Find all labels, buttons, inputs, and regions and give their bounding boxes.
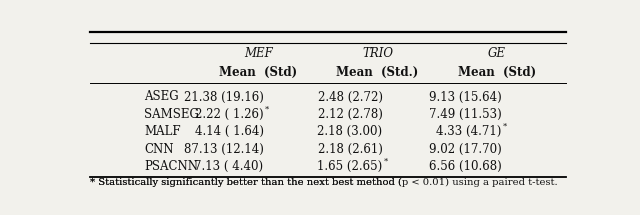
Text: 4.14 ( 1.64): 4.14 ( 1.64) bbox=[195, 125, 264, 138]
Text: MEF: MEF bbox=[244, 48, 273, 60]
Text: TRIO: TRIO bbox=[362, 48, 393, 60]
Text: 4.33 (4.71): 4.33 (4.71) bbox=[436, 125, 502, 138]
Text: 7.13 ( 4.40): 7.13 ( 4.40) bbox=[195, 160, 264, 173]
Text: 21.38 (19.16): 21.38 (19.16) bbox=[184, 91, 264, 103]
Text: Mean  (Std): Mean (Std) bbox=[220, 66, 298, 79]
Text: * Statistically significantly better than the next best method (p < 0.01) using : * Statistically significantly better tha… bbox=[90, 178, 557, 187]
Text: *: * bbox=[503, 123, 508, 131]
Text: 2.48 (2.72): 2.48 (2.72) bbox=[317, 91, 383, 103]
Text: 6.56 (10.68): 6.56 (10.68) bbox=[429, 160, 502, 173]
Text: *: * bbox=[265, 105, 269, 113]
Text: 9.02 (17.70): 9.02 (17.70) bbox=[429, 143, 502, 156]
Text: 2.12 (2.78): 2.12 (2.78) bbox=[317, 108, 383, 121]
Text: CNN: CNN bbox=[145, 143, 174, 156]
Text: 7.49 (11.53): 7.49 (11.53) bbox=[429, 108, 502, 121]
Text: PSACNN: PSACNN bbox=[145, 160, 198, 173]
Text: MALF: MALF bbox=[145, 125, 181, 138]
Text: SAMSEG: SAMSEG bbox=[145, 108, 199, 121]
Text: * Statistically significantly better than the next best method (: * Statistically significantly better tha… bbox=[90, 178, 402, 187]
Text: ASEG: ASEG bbox=[145, 91, 179, 103]
Text: 2.18 (2.61): 2.18 (2.61) bbox=[317, 143, 383, 156]
Text: Mean  (Std.): Mean (Std.) bbox=[337, 66, 419, 79]
Text: 87.13 (12.14): 87.13 (12.14) bbox=[184, 143, 264, 156]
Text: GE: GE bbox=[488, 48, 506, 60]
Text: 2.18 (3.00): 2.18 (3.00) bbox=[317, 125, 383, 138]
Text: Mean  (Std): Mean (Std) bbox=[458, 66, 536, 79]
Text: 1.65 (2.65): 1.65 (2.65) bbox=[317, 160, 383, 173]
Text: 9.13 (15.64): 9.13 (15.64) bbox=[429, 91, 502, 103]
Text: 2.22 ( 1.26): 2.22 ( 1.26) bbox=[195, 108, 264, 121]
Text: *: * bbox=[384, 158, 388, 166]
